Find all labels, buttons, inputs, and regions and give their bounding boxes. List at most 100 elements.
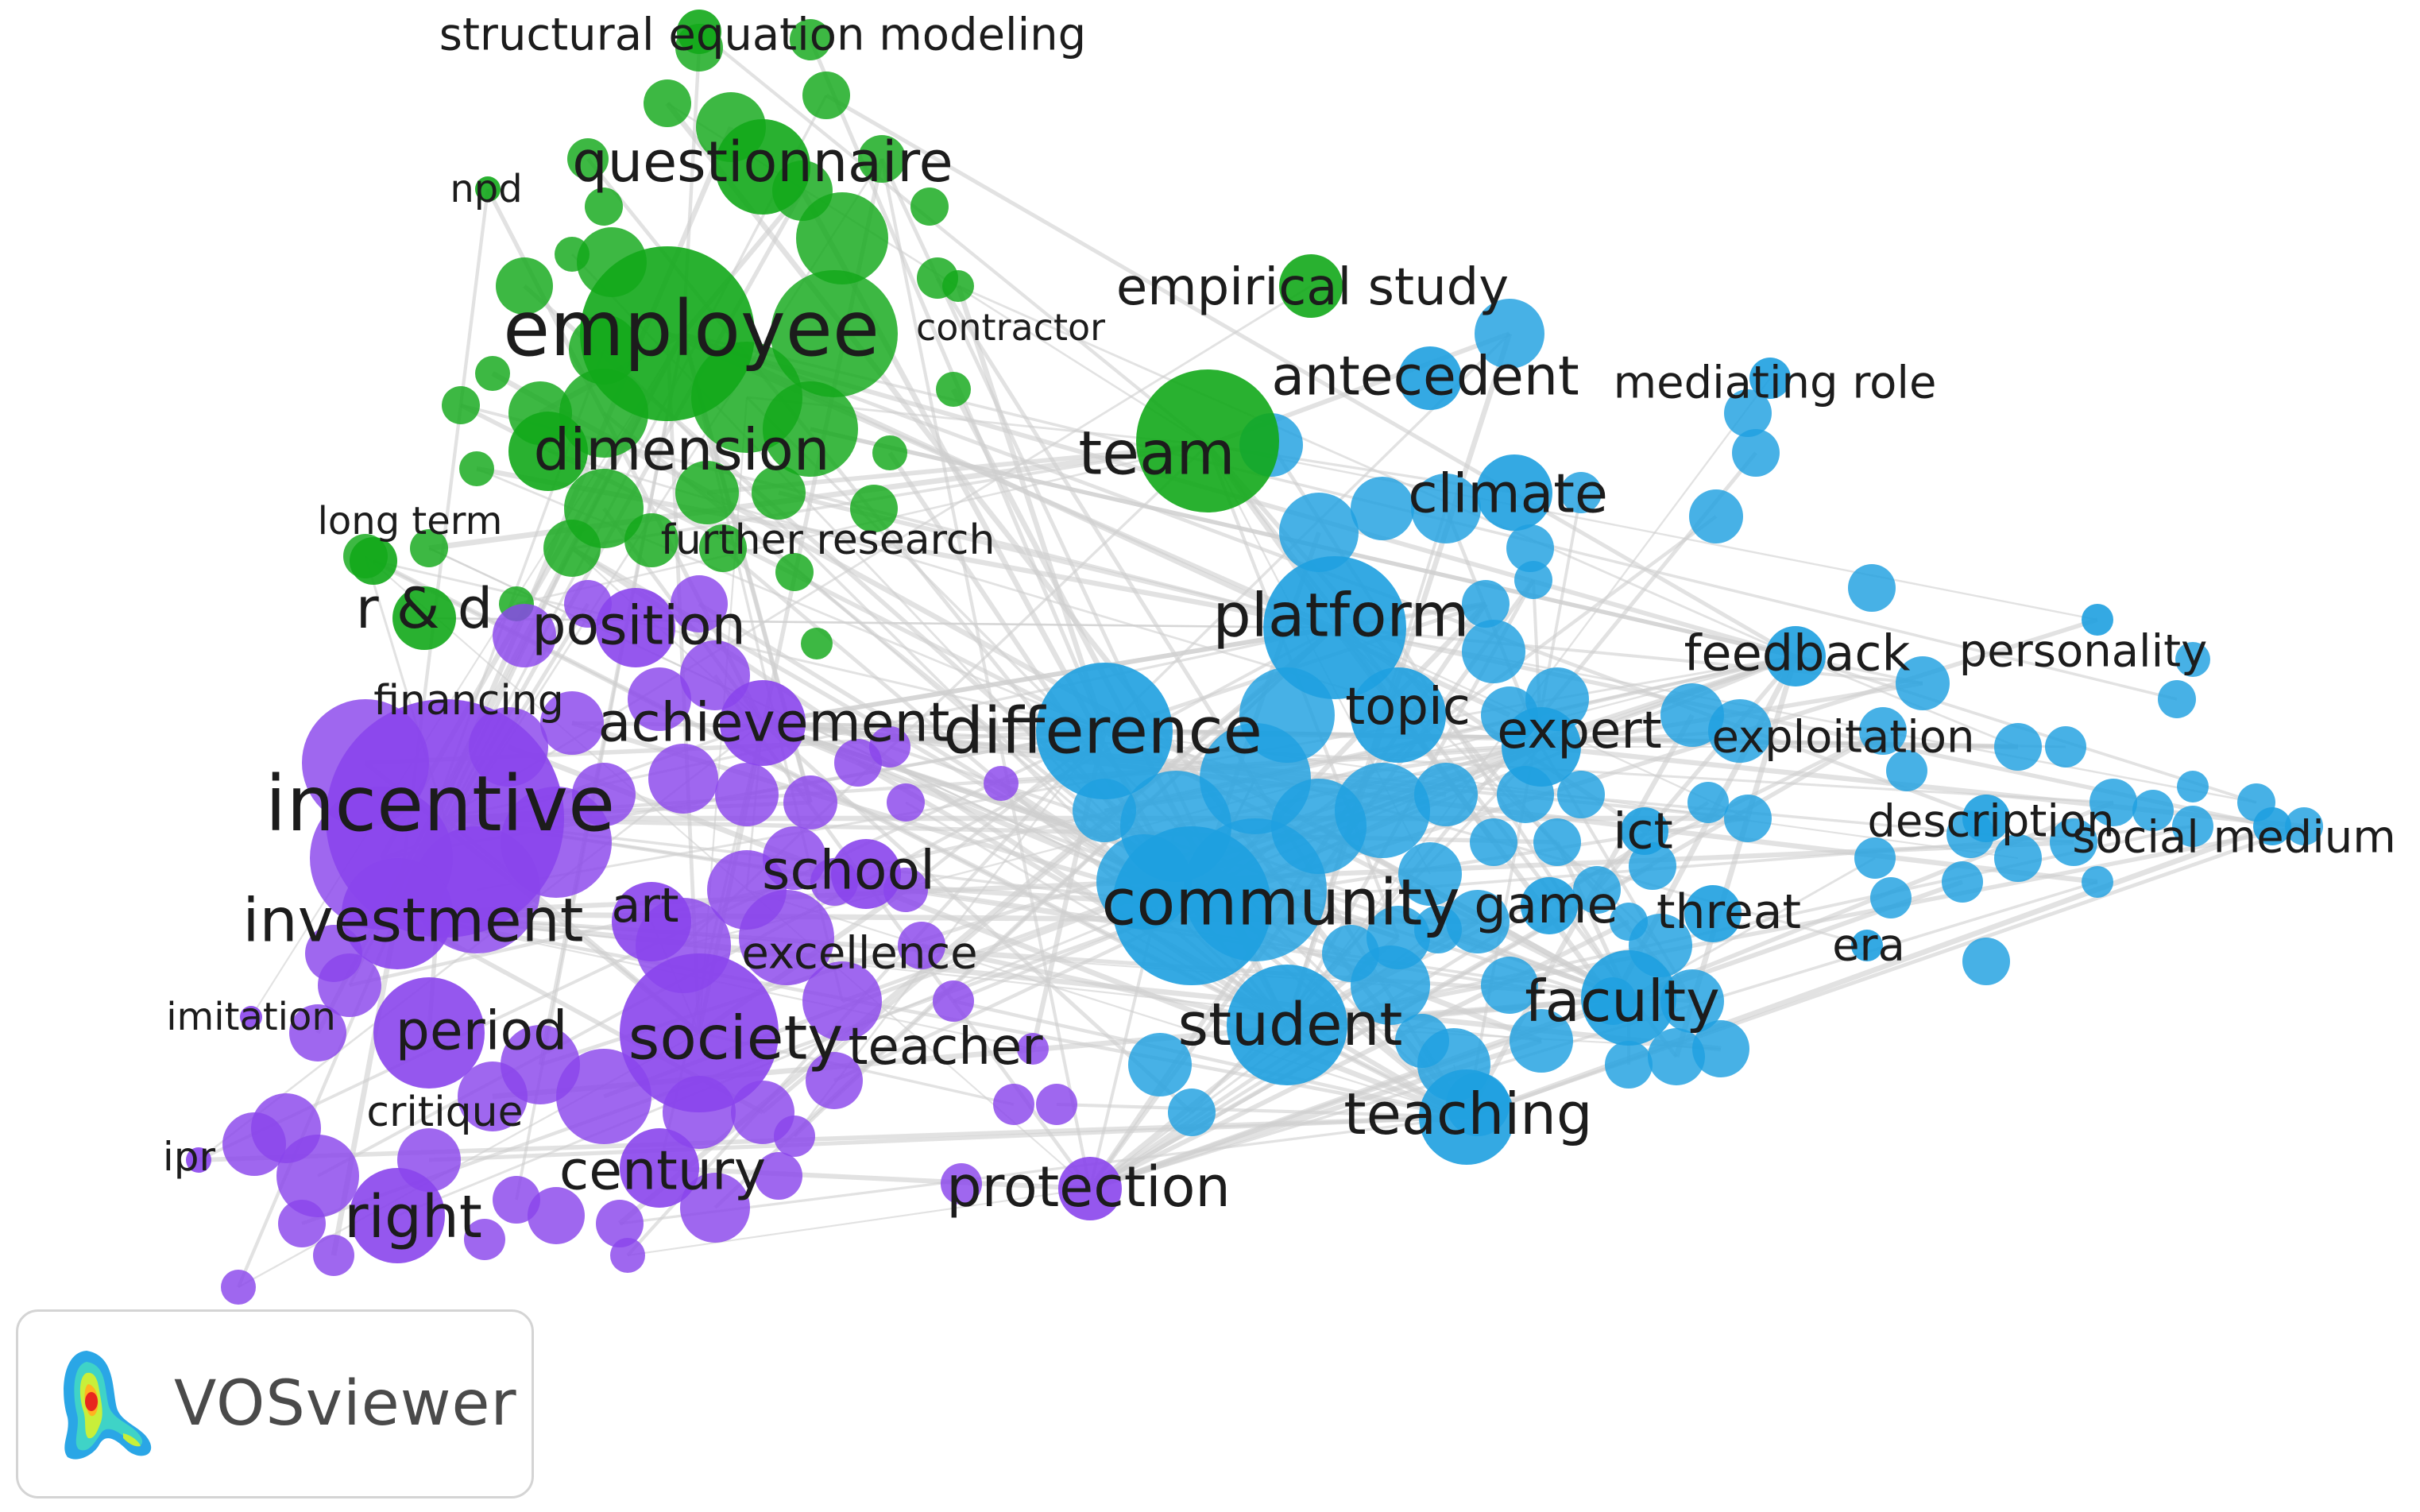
purple-cluster-node[interactable]: [984, 766, 1019, 801]
node-right[interactable]: [350, 1168, 445, 1263]
purple-cluster-node[interactable]: [221, 1270, 256, 1305]
blue-cluster-node[interactable]: [1689, 489, 1743, 543]
label-antecedent[interactable]: antecedent: [1271, 346, 1579, 408]
node-mediating-role[interactable]: [1749, 358, 1791, 399]
blue-cluster-node[interactable]: [1610, 903, 1648, 941]
purple-cluster-node[interactable]: [572, 763, 636, 826]
node-long-term[interactable]: [350, 537, 397, 585]
purple-cluster-node[interactable]: [755, 1152, 802, 1200]
blue-cluster-node[interactable]: [1687, 782, 1729, 823]
blue-cluster-node[interactable]: [1411, 474, 1481, 543]
node-protection[interactable]: [1058, 1157, 1122, 1220]
purple-cluster-node[interactable]: [1017, 1033, 1049, 1065]
blue-cluster-node[interactable]: [1896, 656, 1950, 710]
green-cluster-node[interactable]: [801, 628, 833, 659]
blue-cluster-node[interactable]: [1510, 1009, 1573, 1073]
blue-cluster-node[interactable]: [2132, 790, 2174, 831]
green-cluster-node[interactable]: [675, 461, 739, 524]
label-difference[interactable]: difference: [943, 694, 1262, 768]
label-school[interactable]: school: [762, 840, 935, 903]
blue-cluster-node[interactable]: [1414, 906, 1462, 953]
label-climate[interactable]: climate: [1408, 463, 1608, 526]
node-dimension[interactable]: [508, 412, 588, 491]
blue-cluster-node[interactable]: [1168, 1089, 1216, 1136]
node-empirical-study[interactable]: [1279, 254, 1343, 318]
blue-cluster-node[interactable]: [1446, 890, 1510, 953]
blue-cluster-node[interactable]: [1557, 771, 1605, 818]
purple-cluster-node[interactable]: [1036, 1084, 1077, 1125]
purple-cluster-node[interactable]: [289, 1004, 346, 1061]
node-achievement[interactable]: [720, 680, 806, 766]
blue-cluster-node[interactable]: [2158, 680, 2196, 718]
label-era[interactable]: era: [1832, 920, 1905, 972]
blue-cluster-node[interactable]: [1724, 389, 1772, 437]
green-cluster-node[interactable]: [763, 381, 858, 477]
blue-cluster-node[interactable]: [1398, 842, 1462, 906]
purple-cluster-node[interactable]: [596, 1200, 644, 1247]
node-student[interactable]: [1227, 965, 1347, 1085]
node-ipr[interactable]: [186, 1147, 211, 1173]
blue-cluster-node[interactable]: [1724, 795, 1772, 842]
label-dimension[interactable]: dimension: [534, 416, 830, 483]
blue-cluster-node[interactable]: [1351, 477, 1414, 540]
label-description[interactable]: description: [1867, 796, 2114, 848]
blue-cluster-node[interactable]: [1470, 818, 1517, 866]
label-ict[interactable]: ict: [1613, 802, 1673, 860]
label-questionnaire[interactable]: questionnaire: [572, 130, 953, 195]
purple-cluster-node[interactable]: [556, 1049, 651, 1144]
node-npd[interactable]: [475, 176, 501, 202]
blue-cluster-node[interactable]: [1859, 707, 1907, 755]
green-cluster-node[interactable]: [585, 188, 623, 226]
label-topic[interactable]: topic: [1345, 678, 1471, 737]
blue-cluster-node[interactable]: [1994, 834, 2042, 882]
purple-cluster-node[interactable]: [610, 1238, 645, 1273]
label-r-d[interactable]: r & d: [356, 576, 493, 641]
purple-cluster-node[interactable]: [774, 1116, 815, 1157]
label-contractor[interactable]: contractor: [916, 306, 1105, 349]
node-position[interactable]: [596, 588, 675, 667]
blue-cluster-node[interactable]: [2050, 818, 2097, 866]
label-exploitation[interactable]: exploitation: [1711, 712, 1974, 764]
label-faculty[interactable]: faculty: [1525, 968, 1720, 1034]
green-cluster-node[interactable]: [543, 520, 601, 577]
blue-cluster-node[interactable]: [1462, 620, 1525, 683]
blue-cluster-node[interactable]: [1660, 969, 1724, 1033]
blue-cluster-node[interactable]: [1962, 938, 2010, 985]
blue-cluster-node[interactable]: [1506, 524, 1554, 572]
label-achievement[interactable]: achievement: [598, 692, 950, 755]
label-npd[interactable]: npd: [450, 167, 522, 211]
node-feedback[interactable]: [1765, 626, 1826, 686]
label-employee[interactable]: employee: [503, 284, 879, 373]
green-cluster-node[interactable]: [936, 372, 971, 407]
blue-cluster-node[interactable]: [1942, 861, 1983, 903]
node-difference[interactable]: [1036, 663, 1173, 799]
node-r-d[interactable]: [392, 586, 456, 650]
purple-cluster-node[interactable]: [802, 961, 882, 1041]
label-student[interactable]: student: [1178, 991, 1403, 1059]
green-cluster-node[interactable]: [775, 553, 814, 591]
node-threat[interactable]: [1684, 885, 1742, 942]
label-further-research[interactable]: further research: [661, 516, 995, 564]
label-structural-equation-modeling[interactable]: structural equation modeling: [439, 10, 1086, 61]
node-platform[interactable]: [1263, 556, 1406, 699]
node-structural-equation-modeling[interactable]: [677, 10, 721, 54]
label-teacher[interactable]: teacher: [848, 1018, 1043, 1077]
node-imitation[interactable]: [240, 1006, 262, 1028]
blue-cluster-node[interactable]: [2172, 806, 2213, 847]
blue-cluster-node[interactable]: [1335, 763, 1430, 858]
node-society[interactable]: [620, 953, 779, 1112]
label-expert[interactable]: expert: [1497, 702, 1662, 760]
green-cluster-node[interactable]: [410, 529, 448, 567]
label-excellence[interactable]: excellence: [741, 928, 977, 980]
purple-cluster-node[interactable]: [941, 1163, 982, 1205]
node-personality[interactable]: [2082, 604, 2113, 636]
green-cluster-node[interactable]: [624, 513, 678, 567]
node-art[interactable]: [612, 882, 691, 961]
green-cluster-node[interactable]: [496, 257, 553, 315]
blue-cluster-node[interactable]: [1279, 493, 1359, 572]
purple-cluster-node[interactable]: [806, 1052, 863, 1109]
label-threat[interactable]: threat: [1657, 884, 1801, 940]
node-game[interactable]: [1521, 877, 1578, 934]
node-investment[interactable]: [342, 858, 453, 969]
purple-cluster-node[interactable]: [993, 1084, 1034, 1125]
